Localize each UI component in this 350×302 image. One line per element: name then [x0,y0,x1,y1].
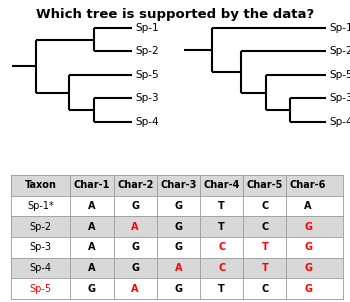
Text: G: G [131,201,139,211]
Text: Sp-1: Sp-1 [329,23,350,33]
Text: Char-3: Char-3 [160,181,197,191]
Text: A: A [132,284,139,294]
Text: Sp-3: Sp-3 [135,93,159,104]
Text: Sp-5: Sp-5 [29,284,51,294]
Text: G: G [131,263,139,273]
Text: Sp-2: Sp-2 [135,46,159,56]
Text: C: C [261,201,268,211]
Bar [10,237,343,258]
Text: Which tree is supported by the data?: Which tree is supported by the data? [36,8,314,21]
Text: A: A [88,263,96,273]
Text: T: T [218,222,225,232]
Text: Char-2: Char-2 [117,181,153,191]
Text: Char-4: Char-4 [203,181,240,191]
Text: C: C [261,284,268,294]
Text: C: C [218,263,225,273]
Text: A: A [132,222,139,232]
Text: G: G [174,222,182,232]
Text: C: C [261,222,268,232]
Text: Sp-5: Sp-5 [329,70,350,80]
Text: A: A [175,263,182,273]
Text: A: A [88,201,96,211]
Text: A: A [88,243,96,252]
Text: T: T [261,263,268,273]
Text: Char-6: Char-6 [290,181,326,191]
Text: Sp-2: Sp-2 [29,222,51,232]
Text: Char-5: Char-5 [247,181,283,191]
Text: G: G [88,284,96,294]
Text: G: G [174,284,182,294]
Text: Sp-5: Sp-5 [135,70,159,80]
Text: Sp-1: Sp-1 [135,23,159,33]
Bar [10,196,343,217]
Text: G: G [131,243,139,252]
Text: A: A [88,222,96,232]
Text: T: T [218,284,225,294]
Text: Sp-3: Sp-3 [329,93,350,104]
Text: G: G [304,263,312,273]
Bar [10,278,343,299]
Text: G: G [174,201,182,211]
Text: Sp-4: Sp-4 [135,117,159,127]
Text: Taxon: Taxon [25,181,56,191]
Text: G: G [304,222,312,232]
Text: Sp-2: Sp-2 [329,46,350,56]
Text: Char-1: Char-1 [74,181,110,191]
Text: Sp-4: Sp-4 [329,117,350,127]
Text: G: G [304,284,312,294]
Text: Sp-1*: Sp-1* [27,201,54,211]
Text: Sp-4: Sp-4 [29,263,51,273]
Text: T: T [261,243,268,252]
Text: T: T [218,201,225,211]
Bar [10,258,343,278]
Text: Sp-3: Sp-3 [29,243,51,252]
Bar [10,175,343,196]
Text: A: A [304,201,312,211]
Text: C: C [218,243,225,252]
Text: G: G [174,243,182,252]
Text: G: G [304,243,312,252]
Bar [10,217,343,237]
